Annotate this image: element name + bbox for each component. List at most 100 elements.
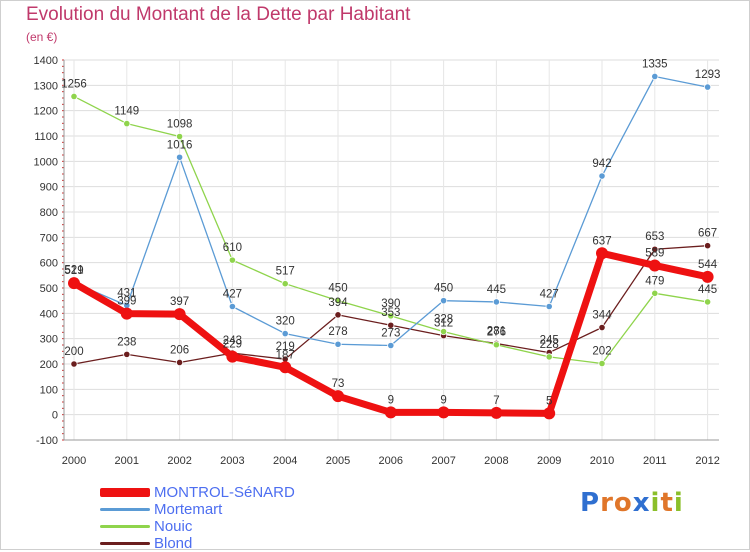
data-point — [281, 329, 289, 338]
x-tick-label: 2001 — [115, 455, 139, 467]
data-point — [701, 270, 714, 283]
data-point — [176, 153, 184, 161]
data-point — [120, 307, 133, 320]
data-label: 394 — [328, 297, 348, 309]
data-point — [651, 289, 659, 297]
data-label: 589 — [645, 247, 664, 259]
data-label: 206 — [170, 344, 189, 356]
y-tick-label: 500 — [40, 283, 58, 295]
legend-label: Nouic — [154, 518, 193, 535]
data-point — [439, 327, 448, 336]
data-label: 9 — [388, 394, 394, 406]
chart-title: Evolution du Montant de la Dette par Hab… — [26, 4, 411, 25]
data-label: 1335 — [642, 58, 668, 70]
data-label: 320 — [276, 316, 295, 328]
data-label: 278 — [328, 326, 347, 338]
x-tick-label: 2008 — [484, 455, 508, 467]
data-point — [490, 406, 503, 419]
data-label: 245 — [540, 335, 559, 347]
data-label: 610 — [223, 242, 242, 254]
data-point — [70, 360, 78, 368]
data-point — [334, 297, 342, 305]
y-tick-label: 1200 — [34, 106, 58, 118]
data-label: 667 — [698, 228, 717, 240]
data-label: 397 — [170, 296, 189, 308]
data-label: 276 — [487, 327, 506, 339]
proxiti-logo: Proxiti — [580, 488, 684, 518]
legend-item: Blond — [100, 535, 295, 552]
data-label: 281 — [487, 325, 506, 337]
data-labels: 519 399 397 229 187 73 9 9 7 5 637 589 544 521 431 1016… — [61, 58, 720, 407]
data-point — [228, 302, 236, 311]
logo-letter: i — [673, 488, 684, 518]
x-tick-label: 2009 — [537, 455, 561, 467]
data-point — [596, 247, 608, 260]
logo-letter: r — [600, 488, 614, 518]
logo-letter: i — [650, 488, 661, 518]
data-point — [545, 302, 553, 311]
data-label: 273 — [381, 328, 400, 340]
data-point — [703, 242, 712, 250]
data-label: 450 — [434, 283, 453, 295]
data-point — [176, 358, 184, 367]
data-label: 1149 — [114, 106, 139, 118]
data-label: 353 — [381, 307, 400, 319]
data-point — [492, 341, 500, 349]
data-label: 517 — [276, 266, 295, 278]
data-label: 431 — [117, 287, 136, 299]
legend-item: MONTROL-SéNARD — [100, 484, 295, 501]
y-tick-label: 1300 — [34, 80, 58, 92]
data-point — [332, 390, 344, 403]
data-label: 1016 — [167, 139, 193, 151]
data-point — [228, 256, 236, 264]
x-tick-label: 2010 — [590, 455, 614, 467]
legend-swatch — [100, 508, 150, 511]
y-tick-label: 0 — [52, 410, 58, 422]
data-point — [226, 350, 239, 363]
data-label: 238 — [117, 336, 136, 348]
data-label: 427 — [540, 288, 559, 300]
data-point — [387, 321, 395, 329]
data-label: 229 — [223, 339, 242, 351]
data-point — [437, 406, 450, 419]
y-tick-label: 1100 — [34, 131, 58, 143]
data-point — [648, 259, 661, 272]
y-tick-label: 200 — [40, 359, 58, 371]
y-tick-label: 1000 — [34, 156, 58, 168]
legend: MONTROL-SéNARD Mortemart Nouic Blond — [100, 484, 295, 552]
data-point — [703, 83, 712, 91]
data-label: 243 — [223, 335, 242, 347]
logo-letter: o — [613, 488, 633, 518]
data-label: 521 — [64, 265, 83, 277]
data-point — [123, 350, 131, 358]
data-label: 219 — [276, 341, 295, 353]
data-label: 312 — [434, 318, 453, 330]
data-point — [334, 311, 342, 319]
data-label: 9 — [440, 394, 446, 406]
legend-label: Blond — [154, 535, 193, 552]
data-label: 544 — [698, 259, 718, 271]
data-label: 445 — [487, 284, 506, 296]
legend-item: Nouic — [100, 518, 295, 535]
data-label: 653 — [645, 231, 664, 243]
axes: -100 0 100 200 300 400 500 600 700 800 900 1000 1100… — [34, 55, 720, 467]
data-point — [68, 277, 80, 290]
y-tick-label: 700 — [40, 232, 58, 244]
y-tick-label: 400 — [40, 308, 58, 320]
data-label: 637 — [592, 235, 611, 247]
data-point — [545, 353, 553, 361]
data-point — [598, 359, 606, 368]
series-lines — [68, 72, 714, 420]
legend-item: Mortemart — [100, 501, 295, 518]
data-label: 187 — [276, 349, 295, 361]
data-label: 399 — [117, 296, 136, 308]
data-point — [279, 361, 292, 374]
legend-swatch — [100, 542, 150, 545]
legend-swatch — [100, 525, 150, 528]
data-label: 200 — [64, 346, 83, 358]
y-tick-label: 600 — [40, 258, 58, 270]
data-point — [334, 340, 342, 348]
data-label: 228 — [540, 339, 559, 351]
